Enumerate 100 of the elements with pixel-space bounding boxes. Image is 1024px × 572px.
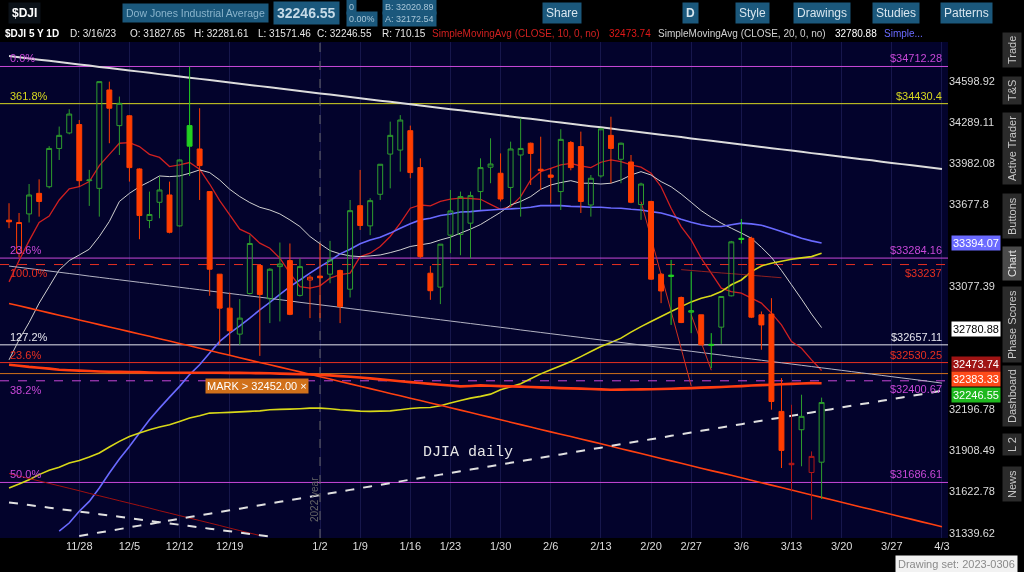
ref-line-label: $32530.25 bbox=[890, 349, 942, 361]
candlestick bbox=[738, 218, 745, 244]
x-tick-label: 1/30 bbox=[489, 540, 512, 552]
candlestick bbox=[86, 169, 93, 207]
candlestick bbox=[587, 174, 594, 218]
x-tick-label: 2/13 bbox=[590, 540, 612, 552]
text: Style bbox=[739, 6, 766, 20]
x-tick-label: 3/6 bbox=[733, 540, 749, 552]
candlestick bbox=[256, 265, 263, 357]
text: SimpleMovingAvg (CLOSE, 10, 0, no) bbox=[432, 28, 600, 39]
candlestick bbox=[658, 272, 665, 304]
candlestick bbox=[417, 157, 424, 259]
text: 0.00% bbox=[349, 14, 375, 24]
candlestick bbox=[537, 136, 544, 191]
text: Chart bbox=[1006, 250, 1018, 277]
y-tick-label: 32196.78 bbox=[949, 403, 995, 416]
candlestick bbox=[387, 121, 394, 189]
ref-line-label: $32657.11 bbox=[891, 331, 943, 343]
y-tick-label: 31339.62 bbox=[949, 526, 995, 539]
candlestick bbox=[116, 96, 123, 156]
text: Trade bbox=[1006, 35, 1018, 64]
text: O: 31827.65 bbox=[130, 28, 186, 39]
candlestick bbox=[648, 200, 655, 281]
candlestick bbox=[347, 199, 354, 298]
candlestick bbox=[487, 137, 494, 184]
ref-line-label: $33284.16 bbox=[890, 244, 942, 256]
annotation: 50.0% bbox=[10, 468, 42, 480]
candlestick bbox=[437, 243, 444, 305]
x-tick-label: 12/19 bbox=[215, 540, 244, 552]
text: Drawings bbox=[797, 6, 848, 20]
text: A: 32172.54 bbox=[385, 14, 434, 24]
line-series bbox=[8, 169, 823, 361]
x-tick-label: 2/20 bbox=[640, 540, 662, 552]
candlestick bbox=[477, 157, 484, 211]
x-tick-label: 2/27 bbox=[680, 540, 702, 552]
candlestick bbox=[788, 404, 795, 492]
candlestick bbox=[56, 126, 63, 161]
text: Buttons bbox=[1006, 197, 1018, 235]
candlestick bbox=[76, 119, 83, 188]
candlestick bbox=[146, 191, 153, 229]
candlestick bbox=[628, 154, 634, 204]
text: Drawing set: 2023-0306 bbox=[898, 558, 1015, 570]
candlestick bbox=[467, 191, 474, 259]
text: Patterns bbox=[944, 6, 989, 20]
x-tick-label: 1/16 bbox=[399, 540, 422, 552]
y-tick-label: 31908.49 bbox=[949, 444, 995, 457]
text: D bbox=[686, 6, 695, 20]
candlestick bbox=[758, 310, 765, 351]
candlestick bbox=[728, 240, 735, 298]
y-tick-label: 34598.92 bbox=[949, 75, 995, 88]
text: Phase Scores bbox=[1006, 290, 1018, 359]
text: 0 bbox=[349, 2, 355, 12]
candlestick bbox=[196, 107, 203, 201]
candlestick bbox=[407, 125, 414, 179]
candlestick bbox=[427, 265, 434, 301]
candlestick bbox=[327, 240, 333, 284]
candlestick bbox=[186, 66, 193, 177]
candlestick bbox=[708, 332, 715, 369]
line-series bbox=[58, 204, 823, 532]
candlestick bbox=[457, 191, 464, 256]
y-tick-label: 31622.78 bbox=[949, 485, 995, 498]
candlestick bbox=[557, 128, 564, 211]
y-tick-label: 33677.8 bbox=[949, 198, 989, 211]
candlestick bbox=[367, 197, 374, 236]
candlestick bbox=[136, 167, 143, 240]
text: 32473.74 bbox=[953, 358, 999, 370]
candlestick bbox=[818, 397, 825, 500]
ref-line-label: $32400.67 bbox=[890, 383, 942, 395]
x-tick-label: 4/3 bbox=[934, 540, 950, 552]
candlestick bbox=[768, 297, 775, 411]
text: Share bbox=[546, 6, 579, 20]
text: L 2 bbox=[1006, 437, 1018, 452]
candlestick bbox=[126, 114, 133, 183]
candlestick bbox=[106, 81, 113, 144]
text: Studies bbox=[876, 6, 917, 20]
x-tick-label: 3/13 bbox=[780, 540, 803, 552]
candlestick bbox=[547, 167, 554, 204]
candlestick bbox=[698, 314, 705, 346]
text: 32780.88 bbox=[953, 323, 999, 335]
x-tick-label: 11/28 bbox=[65, 540, 93, 552]
x-tick-label: 1/23 bbox=[439, 540, 462, 552]
ref-line-label: MARK > 32452.00 × bbox=[207, 380, 307, 392]
text: R: 710.15 bbox=[382, 28, 426, 39]
y-tick-label: 33077.39 bbox=[949, 280, 995, 293]
text: 32473.74 bbox=[609, 28, 652, 39]
candlestick bbox=[778, 377, 785, 469]
candlestick bbox=[46, 145, 53, 189]
text: $DJI bbox=[12, 6, 38, 20]
candlestick bbox=[26, 183, 33, 223]
text: H: 32281.61 bbox=[194, 28, 249, 39]
candlestick bbox=[597, 127, 604, 179]
text: News bbox=[1006, 469, 1018, 498]
candlestick bbox=[377, 163, 384, 201]
x-tick-label: 1/9 bbox=[352, 540, 368, 552]
candlestick bbox=[688, 271, 695, 334]
candlestick bbox=[236, 298, 243, 346]
text: B: 32020.89 bbox=[385, 2, 434, 12]
text: Simple... bbox=[884, 28, 923, 39]
text: 32246.55 bbox=[953, 389, 999, 401]
candlestick bbox=[246, 234, 253, 295]
